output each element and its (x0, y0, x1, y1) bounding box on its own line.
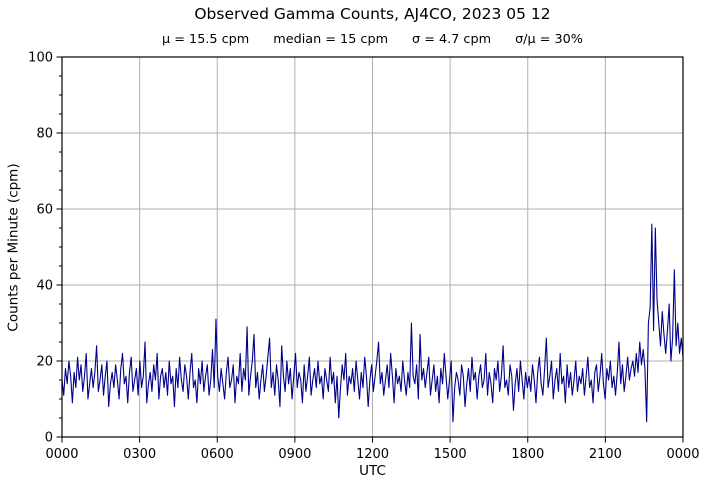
stat-median: median = 15 cpm (273, 32, 389, 47)
stat-sigma: σ = 4.7 cpm (412, 32, 492, 47)
svg-text:0600: 0600 (201, 447, 234, 462)
svg-text:80: 80 (36, 127, 53, 142)
svg-text:0000: 0000 (45, 447, 78, 462)
svg-text:0900: 0900 (278, 447, 311, 462)
stat-mean: μ = 15.5 cpm (162, 32, 250, 47)
data-series-line (61, 223, 684, 423)
x-tick-labels: 0000 0300 0600 0900 1200 1500 1800 2100 0000 (45, 447, 699, 462)
svg-text:1200: 1200 (356, 447, 389, 462)
svg-text:0300: 0300 (123, 447, 156, 462)
chart-title: Observed Gamma Counts, AJ4CO, 2023 05 12 (194, 5, 551, 23)
svg-text:60: 60 (36, 203, 53, 218)
stats-row: μ = 15.5 cpm median = 15 cpm σ = 4.7 cpm… (62, 32, 683, 47)
svg-text:1800: 1800 (511, 447, 544, 462)
y-tick-labels: 0 20 40 60 80 100 (28, 51, 53, 446)
svg-text:1500: 1500 (434, 447, 467, 462)
svg-text:0: 0 (45, 431, 53, 446)
svg-text:40: 40 (36, 279, 53, 294)
svg-text:20: 20 (36, 355, 53, 370)
plot-border (61, 56, 684, 438)
x-axis-label: UTC (359, 463, 386, 479)
svg-text:2100: 2100 (589, 447, 622, 462)
svg-text:0000: 0000 (666, 447, 699, 462)
svg-text:100: 100 (28, 51, 53, 66)
stat-sigma-over-mu: σ/μ = 30% (515, 32, 583, 47)
